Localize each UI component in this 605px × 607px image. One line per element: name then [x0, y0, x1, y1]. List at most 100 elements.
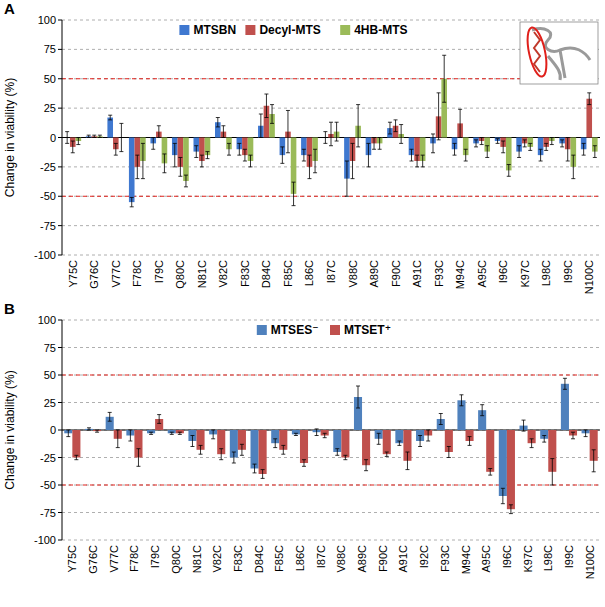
- error-bar: [539, 149, 543, 161]
- category-label: L98C: [540, 260, 552, 286]
- tick: [58, 347, 62, 348]
- error-bar: [259, 114, 263, 138]
- error-bar: [356, 105, 360, 147]
- legend-label: MTSES⁻: [271, 323, 319, 337]
- bar: [333, 430, 341, 452]
- error-bar: [135, 155, 139, 179]
- error-bar: [162, 154, 166, 173]
- error-bar: [71, 141, 75, 153]
- inset-structure: [520, 22, 598, 84]
- error-bar: [216, 118, 220, 127]
- error-bar: [237, 143, 241, 155]
- error-bar: [249, 155, 253, 167]
- category-label: F83C: [232, 545, 244, 572]
- error-bar: [294, 433, 298, 435]
- error-bar: [447, 447, 451, 458]
- category-label: I99C: [563, 545, 575, 568]
- error-bar: [65, 132, 69, 144]
- legend-swatch: [330, 325, 340, 335]
- legend-background: [253, 322, 403, 340]
- bar: [129, 138, 135, 203]
- error-bar: [270, 105, 274, 124]
- tick: [58, 320, 62, 321]
- category-label: F90C: [377, 545, 389, 572]
- bar: [251, 430, 259, 469]
- category-label: L86C: [294, 545, 306, 571]
- error-bar: [108, 115, 112, 120]
- error-bar: [592, 450, 596, 472]
- bar: [507, 430, 515, 509]
- grid-line: [62, 225, 600, 226]
- error-bar: [87, 135, 91, 137]
- legend-background: [175, 22, 420, 40]
- category-label: I96C: [497, 260, 509, 283]
- marks: [64, 378, 597, 513]
- category-label: K97C: [519, 260, 531, 288]
- error-bar: [335, 449, 339, 456]
- bar: [362, 430, 370, 465]
- grid-line: [62, 320, 600, 321]
- category-label: I87C: [325, 260, 337, 283]
- error-bar: [517, 146, 521, 158]
- category-label: N100C: [583, 260, 595, 294]
- category-label: V82C: [211, 545, 223, 573]
- error-bar: [280, 147, 284, 163]
- error-bar: [281, 445, 285, 454]
- tick-label: 100: [38, 14, 56, 26]
- error-bar: [571, 432, 575, 439]
- category-label: A91C: [397, 545, 409, 573]
- error-bar: [184, 175, 188, 187]
- error-bar: [507, 165, 511, 177]
- figure: AChange in viability (%)-100-75-50-25025…: [0, 0, 605, 607]
- error-bar: [240, 444, 244, 455]
- error-bar: [522, 420, 526, 431]
- tick-label: -50: [40, 479, 56, 491]
- grid-line: [62, 375, 600, 376]
- category-label: I79C: [153, 260, 165, 283]
- grid-line: [62, 485, 600, 486]
- category-label: V88C: [347, 260, 359, 288]
- error-bar: [377, 433, 381, 444]
- category-label: A95C: [480, 545, 492, 573]
- category-label: A89C: [368, 260, 380, 288]
- bar: [499, 430, 507, 496]
- category-label: A89C: [356, 545, 368, 573]
- error-bar: [199, 445, 203, 454]
- tick-label: 25: [44, 397, 56, 409]
- error-bar: [351, 143, 355, 178]
- error-bar: [92, 135, 96, 137]
- error-bar: [523, 140, 527, 147]
- error-bar: [232, 452, 236, 463]
- tick-label: -50: [40, 190, 56, 202]
- error-bar: [542, 436, 546, 443]
- category-label: N81C: [191, 545, 203, 573]
- error-bar: [550, 138, 554, 145]
- error-bar: [74, 455, 78, 459]
- legend-label: MTSET⁺: [344, 323, 391, 337]
- error-bar: [405, 452, 409, 470]
- category-label: V77C: [110, 260, 122, 288]
- bar: [107, 118, 113, 138]
- error-bar: [409, 149, 413, 161]
- threshold-line: [62, 196, 600, 197]
- error-bar: [366, 143, 370, 167]
- error-bar: [170, 432, 174, 434]
- error-bar: [116, 430, 120, 448]
- category-label: Y75C: [67, 260, 79, 288]
- grid-line: [62, 78, 600, 79]
- error-bar: [227, 143, 231, 155]
- bar: [395, 430, 403, 443]
- error-bar: [243, 149, 247, 161]
- category-label: I99C: [562, 260, 574, 283]
- error-bar: [87, 428, 91, 430]
- grid-line: [62, 512, 600, 513]
- grid-line: [62, 108, 600, 109]
- tick: [58, 430, 62, 431]
- error-bar: [437, 93, 441, 140]
- bar: [383, 430, 391, 454]
- error-bar: [388, 122, 392, 134]
- category-label: D84C: [253, 545, 265, 573]
- grid-line: [62, 255, 600, 256]
- tick: [58, 78, 62, 79]
- tick-label: -25: [40, 452, 56, 464]
